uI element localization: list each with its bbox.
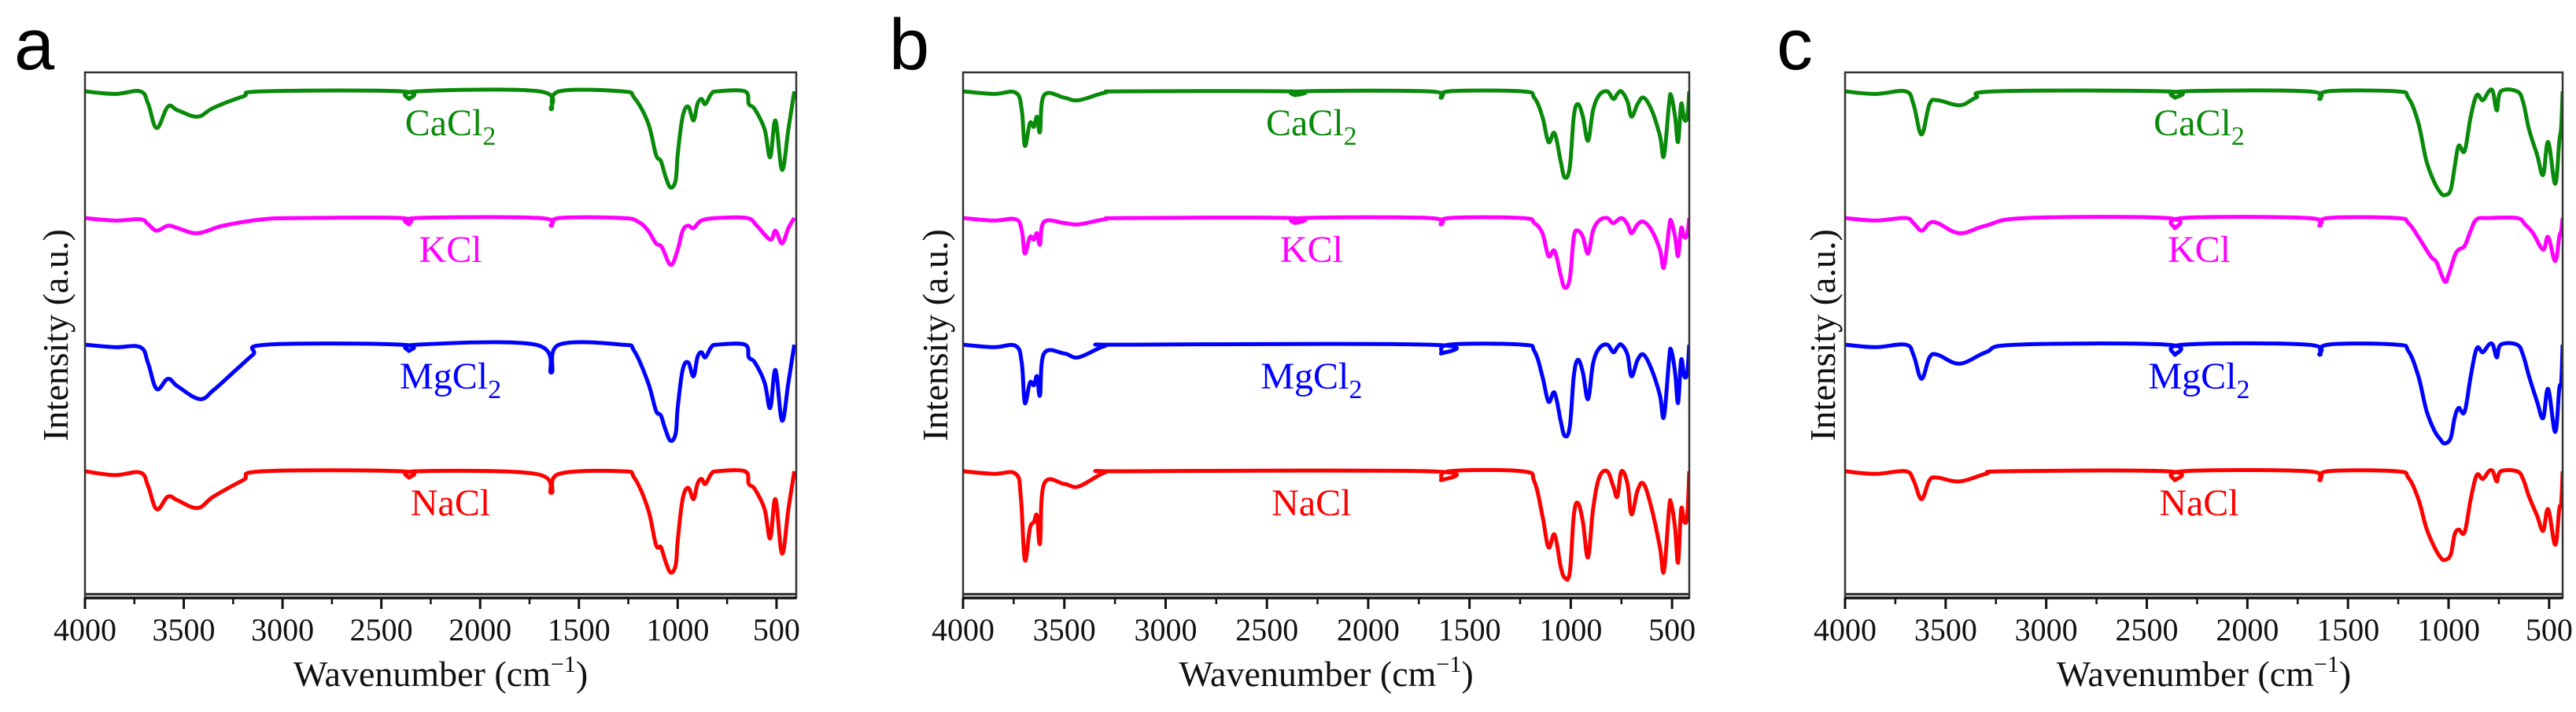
x-axis-title-end: ): [2339, 654, 2351, 694]
series-line-nacl: [85, 468, 796, 575]
x-tick-label: 1000: [646, 612, 709, 647]
series-label: CaCl2: [405, 102, 496, 151]
series-label-subscript: 2: [488, 375, 501, 404]
series-label-text: KCl: [2168, 229, 2231, 271]
series-label-text: CaCl: [2153, 102, 2231, 144]
y-axis-title: Intensity (a.u.): [1803, 229, 1843, 441]
x-tick-label: 2000: [1337, 612, 1400, 647]
x-tick-label: 500: [753, 612, 800, 647]
series-label: NaCl: [2159, 482, 2238, 524]
x-axis-title-superscript: −1: [2314, 651, 2339, 677]
y-axis-title: Intensity (a.u.): [915, 229, 955, 441]
x-axis-title-superscript: −1: [551, 651, 576, 677]
x-tick-label: 2000: [2216, 612, 2279, 647]
series-label-text: KCl: [1280, 229, 1343, 271]
series-label-subscript: 2: [1349, 375, 1362, 404]
series-label: MgCl2: [2148, 356, 2249, 404]
x-tick-label: 3000: [1134, 612, 1197, 647]
series-label-text: MgCl: [1260, 356, 1349, 397]
y-axis-title: Intensity (a.u.): [35, 229, 76, 441]
x-axis-title-main: Wavenumber (cm: [293, 654, 551, 694]
series-label-subscript: 2: [2231, 122, 2245, 151]
series-label-text: CaCl: [1266, 102, 1344, 144]
x-axis-title-superscript: −1: [1436, 651, 1461, 677]
x-tick-label: 1500: [1438, 612, 1501, 647]
x-tick-label: 2000: [448, 612, 511, 647]
x-tick-label: 3500: [1033, 612, 1096, 647]
series-line-nacl: [1845, 468, 2563, 563]
series-label: KCl: [2168, 229, 2231, 271]
series-line-cacl2: [1845, 87, 2563, 197]
series-line-cacl2: [963, 88, 1689, 180]
x-tick-label: 1000: [2417, 612, 2480, 647]
x-axis-title-main: Wavenumber (cm: [1179, 654, 1436, 694]
x-axis-title: Wavenumber (cm−1): [1179, 651, 1473, 694]
x-axis-title: Wavenumber (cm−1): [293, 651, 588, 694]
series-line-kcl: [85, 215, 796, 267]
x-tick-label: 1000: [1539, 612, 1602, 647]
series-label-text: NaCl: [1271, 482, 1351, 524]
series-line-mgcl2: [963, 341, 1689, 439]
series-label: MgCl2: [1260, 356, 1362, 404]
series-label: KCl: [1280, 229, 1343, 271]
x-tick-label: 2500: [2116, 612, 2179, 647]
series-label: MgCl2: [400, 356, 501, 404]
x-tick-label: 1500: [548, 612, 611, 647]
x-tick-label: 4000: [54, 612, 116, 647]
series-label: NaCl: [1271, 482, 1351, 524]
series-label: KCl: [419, 229, 482, 271]
series-label-text: NaCl: [2159, 482, 2238, 524]
series-label-subscript: 2: [2237, 375, 2250, 404]
series-label-text: NaCl: [411, 482, 490, 524]
series-label-text: MgCl: [2148, 356, 2236, 397]
x-tick-label: 3500: [1914, 612, 1977, 647]
x-tick-label: 2500: [1235, 612, 1298, 647]
x-tick-label: 3000: [251, 612, 314, 647]
series-label-text: CaCl: [405, 102, 483, 144]
series-label-text: KCl: [419, 229, 482, 271]
panel-letter: b: [889, 5, 929, 85]
series-label-subscript: 2: [1344, 122, 1357, 151]
x-tick-label: 1500: [2316, 612, 2379, 647]
series-line-mgcl2: [1845, 341, 2563, 446]
x-tick-label: 3000: [2015, 612, 2078, 647]
x-tick-label: 4000: [1814, 612, 1877, 647]
series-line-kcl: [1845, 215, 2563, 284]
series-line-cacl2: [85, 87, 796, 190]
x-axis-title-end: ): [576, 654, 588, 694]
series-line-mgcl2: [85, 340, 796, 443]
series-label-subscript: 2: [482, 122, 496, 151]
x-tick-label: 2500: [350, 612, 413, 647]
series-line-kcl: [963, 215, 1689, 290]
x-axis-title-end: ): [1461, 654, 1473, 694]
x-tick-label: 4000: [932, 612, 995, 647]
x-axis-title: Wavenumber (cm−1): [2057, 651, 2351, 694]
x-tick-label: 500: [1648, 612, 1696, 647]
series-label: NaCl: [411, 482, 490, 524]
series-label: CaCl2: [1266, 102, 1357, 151]
series-label: CaCl2: [2153, 102, 2245, 151]
x-tick-label: 500: [2526, 612, 2573, 647]
panel-letter: a: [14, 5, 55, 85]
series-line-nacl: [963, 467, 1689, 582]
x-axis-title-main: Wavenumber (cm: [2057, 654, 2314, 694]
series-label-text: MgCl: [400, 356, 488, 397]
panel-letter: c: [1777, 5, 1813, 85]
x-tick-label: 3500: [153, 612, 216, 647]
